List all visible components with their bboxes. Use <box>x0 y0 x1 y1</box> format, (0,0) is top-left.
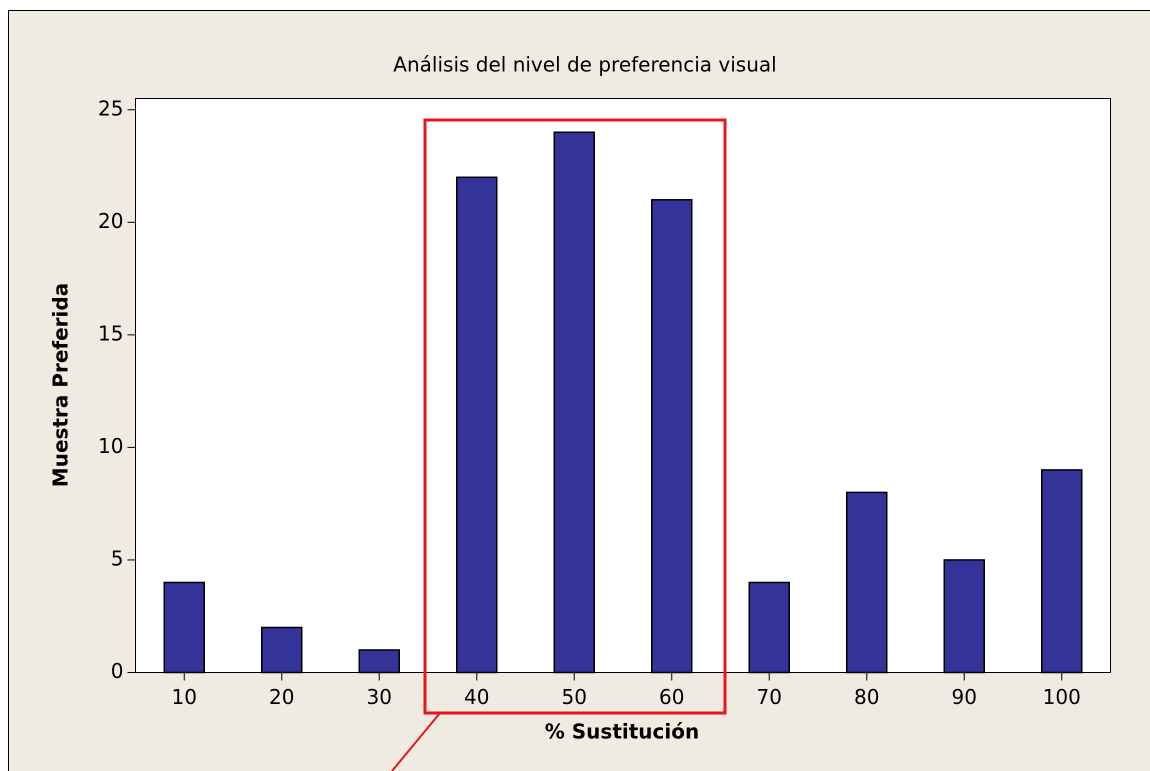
y-tick-label: 15 <box>98 321 123 345</box>
bar <box>651 199 693 674</box>
x-tick-label: 40 <box>464 685 489 709</box>
y-tick-label: 5 <box>111 546 124 570</box>
bar <box>456 176 498 674</box>
x-tick-label: 50 <box>562 685 587 709</box>
bar <box>1041 469 1083 674</box>
x-tick-label: 20 <box>269 685 294 709</box>
highlight-box <box>423 118 727 715</box>
bar <box>553 131 595 674</box>
chart-title: Análisis del nivel de preferencia visual <box>393 53 776 77</box>
y-tick-label: 25 <box>98 96 123 120</box>
x-tick-label: 70 <box>757 685 782 709</box>
x-axis-label: % Sustitución <box>545 720 699 744</box>
bar <box>846 491 888 674</box>
bar <box>261 626 303 674</box>
y-tick-label: 10 <box>98 434 123 458</box>
x-tick-label: 80 <box>854 685 879 709</box>
bar <box>748 581 790 674</box>
y-axis-label: Muestra Preferida <box>49 283 73 487</box>
y-tick-label: 20 <box>98 209 123 233</box>
bar <box>163 581 205 674</box>
bar <box>943 559 985 674</box>
highlight-pointer <box>391 712 441 771</box>
x-tick-label: 30 <box>367 685 392 709</box>
marks: 0 5 10 15 20 25 10 20 30 40 50 60 70 80 90 100 <box>98 96 1083 709</box>
x-tick-label: 90 <box>952 685 977 709</box>
y-tick-label: 0 <box>111 659 124 683</box>
x-tick-label: 100 <box>1043 685 1081 709</box>
x-tick-label: 10 <box>172 685 197 709</box>
x-tick-label: 60 <box>659 685 684 709</box>
bar <box>358 649 400 674</box>
